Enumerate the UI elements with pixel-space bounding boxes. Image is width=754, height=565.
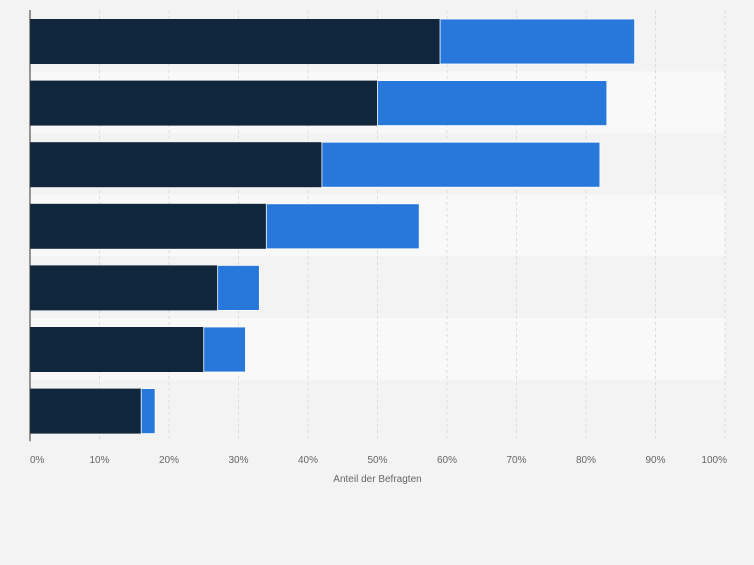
bar-series1-row5 xyxy=(30,265,218,311)
bars xyxy=(30,18,636,435)
bar-series1-row2 xyxy=(30,80,378,126)
bar-series1-row4 xyxy=(30,203,267,249)
bar-series2-row4 xyxy=(265,203,420,250)
x-tick-labels: 0% 10% 20% 30% 40% 50% 60% 70% 80% 90% 100% xyxy=(30,455,727,466)
x-tick-label: 90% xyxy=(645,455,665,466)
x-tick-label: 0% xyxy=(30,455,45,466)
x-tick-label: 20% xyxy=(159,455,179,466)
bar-series1-row1 xyxy=(30,19,441,64)
bar-series1-row3 xyxy=(30,142,322,188)
bar-series2-row2 xyxy=(377,80,608,126)
x-tick-label: 50% xyxy=(367,455,387,466)
bar-series2-row7 xyxy=(140,388,156,435)
x-tick-label: 60% xyxy=(437,455,457,466)
x-tick-label: 10% xyxy=(89,455,109,466)
bar-series2-row3 xyxy=(321,141,601,188)
bar-series2-row1 xyxy=(439,18,636,65)
x-axis-title: Anteil der Befragten xyxy=(333,474,421,485)
bar-series2-row6 xyxy=(203,326,246,373)
x-tick-label: 80% xyxy=(576,455,596,466)
x-tick-label: 30% xyxy=(228,455,248,466)
x-tick-label: 100% xyxy=(701,455,727,466)
x-tick-label: 70% xyxy=(506,455,526,466)
bar-series1-row7 xyxy=(30,388,142,434)
bar-series2-row5 xyxy=(217,264,260,311)
x-tick-label: 40% xyxy=(298,455,318,466)
bar-series1-row6 xyxy=(30,327,204,372)
